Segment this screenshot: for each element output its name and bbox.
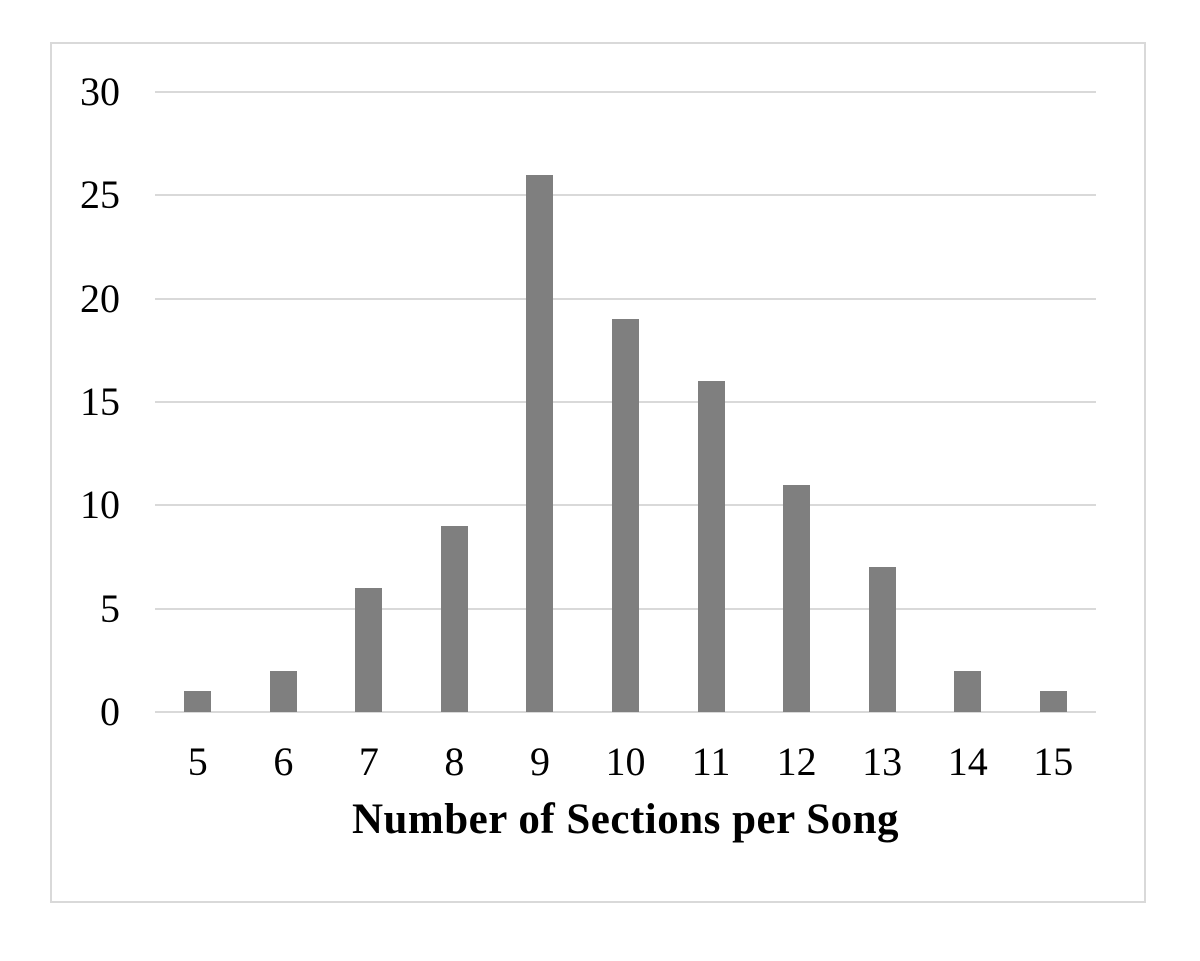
x-axis-title: Number of Sections per Song	[351, 796, 900, 843]
bar-slot	[241, 92, 327, 712]
x-tick-label: 12	[776, 739, 817, 784]
y-tick-label: 30	[80, 69, 120, 114]
y-tick-label: 15	[80, 379, 120, 424]
gridline-30	[155, 91, 1096, 93]
bar-slot	[583, 92, 669, 712]
y-tick-label: 20	[80, 275, 120, 321]
bar-slot	[754, 92, 840, 712]
x-tick-label: 9	[529, 739, 550, 784]
x-tick-label: 13	[862, 739, 903, 784]
x-axis-labels: 5 6 7 8 9 10 11 12 13 14 15	[155, 734, 1096, 790]
bar-13	[868, 567, 896, 712]
x-tick-label: 15	[1033, 739, 1074, 784]
x-tick-label: 7	[358, 739, 379, 784]
y-tick-label: 5	[100, 585, 120, 631]
bar-slot	[1010, 92, 1096, 712]
bar-11	[697, 381, 725, 712]
bar-slot	[925, 92, 1011, 712]
bar-7	[355, 588, 383, 712]
y-tick-label: 25	[80, 172, 120, 218]
gridline-25	[155, 194, 1096, 197]
bar-10	[612, 319, 639, 712]
bars-container	[155, 92, 1096, 712]
bar-9	[526, 174, 554, 712]
bar-5	[184, 691, 212, 712]
bar-6	[269, 670, 297, 712]
x-tick-label: 10	[605, 739, 646, 784]
bar-8	[440, 526, 468, 712]
bar-12	[783, 484, 811, 712]
y-tick-label: 10	[80, 482, 120, 528]
y-tick-label: 0	[100, 689, 120, 734]
y-axis-labels: 0 5 10 15 20 25 30	[52, 72, 120, 732]
x-tick-label: 11	[691, 739, 731, 784]
x-tick-label: 8	[444, 739, 465, 784]
x-tick-label: 6	[273, 739, 294, 784]
x-tick-label: 14	[947, 739, 988, 784]
bar-slot	[326, 92, 412, 712]
chart-frame: 0 5 10 15 20 25 30 5 6 7 8 9 10 11 12 13 14 15 Number of…	[50, 42, 1146, 903]
bar-slot	[155, 92, 241, 712]
bar-15	[1039, 691, 1067, 712]
bar-slot	[668, 92, 754, 712]
gridline-0	[155, 711, 1096, 713]
bar-14	[954, 670, 982, 712]
bar-slot	[497, 92, 583, 712]
bar-slot	[412, 92, 498, 712]
plot-area	[155, 91, 1096, 713]
gridline-20	[155, 297, 1096, 300]
x-tick-label: 5	[187, 739, 208, 784]
bar-slot	[839, 92, 925, 712]
